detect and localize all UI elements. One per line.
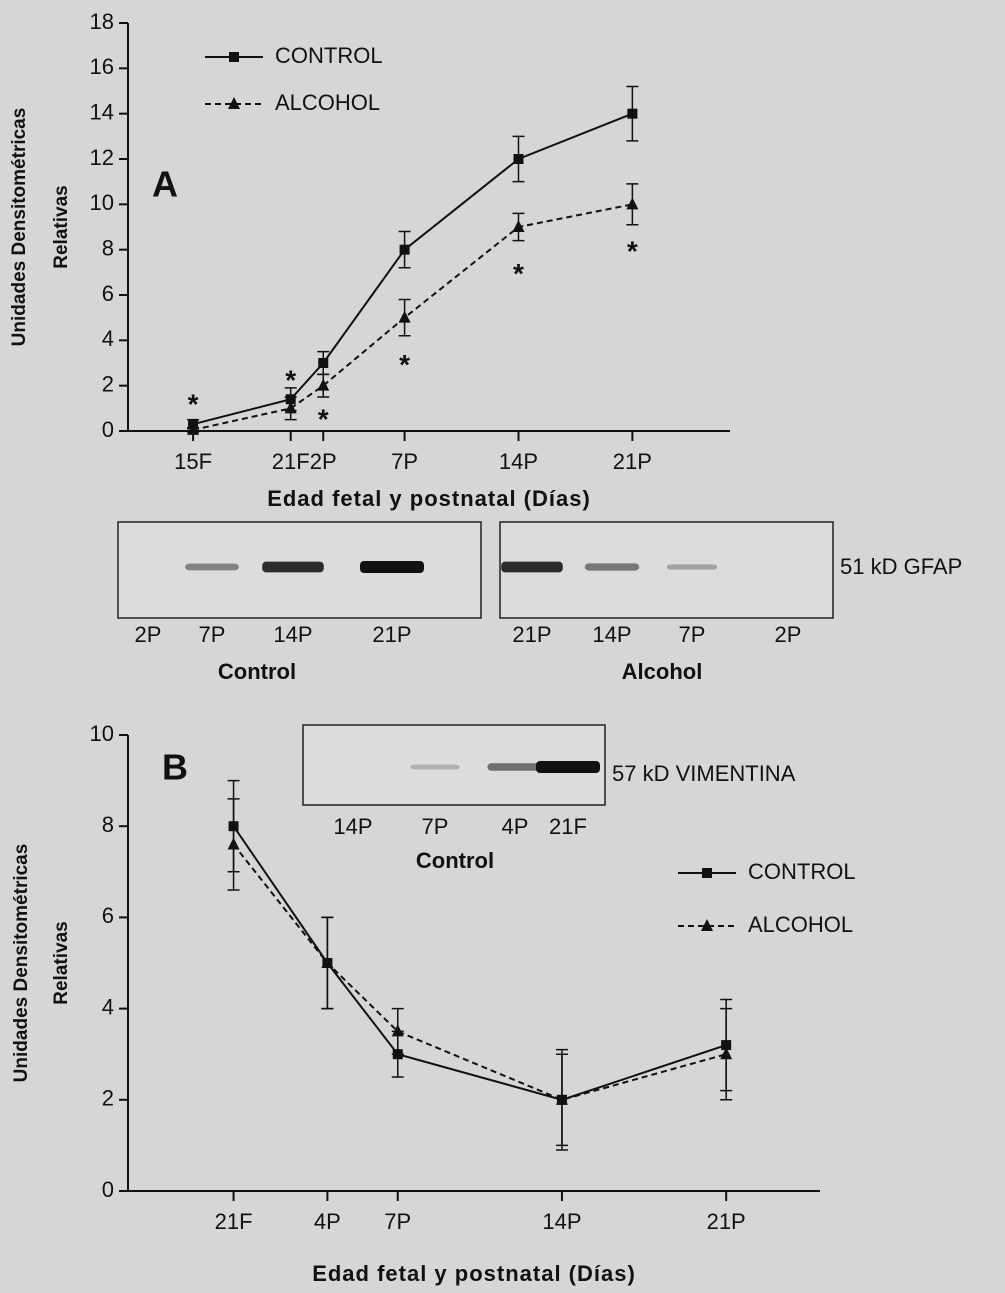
series-line — [234, 844, 727, 1099]
lane-label: 2P — [135, 622, 162, 647]
figure: 02468101214161815F21F2P7P14P21PAEdad fet… — [0, 0, 1005, 1293]
y-tick-label: 2 — [102, 1086, 114, 1111]
lane-label: 7P — [199, 622, 226, 647]
lane-label: 21P — [372, 622, 411, 647]
blot-label: 51 kD GFAP — [840, 554, 962, 579]
marker — [399, 311, 411, 323]
annotation: * — [513, 258, 524, 289]
lane-label: 7P — [422, 814, 449, 839]
annotation: * — [399, 349, 410, 380]
legend-marker — [702, 868, 712, 878]
chart-title: A — [152, 164, 178, 205]
x-tick-label: 7P — [384, 1209, 411, 1234]
marker — [513, 154, 523, 164]
annotation: * — [285, 365, 296, 396]
y-tick-label: 8 — [102, 812, 114, 837]
blot-band — [262, 562, 324, 573]
marker — [400, 245, 410, 255]
marker — [318, 358, 328, 368]
blot-band — [487, 763, 542, 771]
annotation: * — [318, 403, 329, 434]
x-tick-label: 21P — [707, 1209, 746, 1234]
y-tick-label: 14 — [90, 99, 114, 124]
legend-label: CONTROL — [275, 43, 383, 68]
marker — [228, 837, 240, 849]
y-tick-label: 10 — [90, 721, 114, 746]
blot-band — [185, 564, 239, 571]
y-axis-label: Unidades Densitométricas — [11, 844, 32, 1083]
blot-band — [667, 564, 717, 569]
x-axis-label: Edad fetal y postnatal (Días) — [312, 1261, 636, 1286]
marker — [627, 109, 637, 119]
lane-label: 4P — [502, 814, 529, 839]
marker — [626, 197, 638, 209]
x-tick-label: 15F — [174, 449, 212, 474]
series-line — [193, 204, 632, 430]
x-tick-label: 14P — [542, 1209, 581, 1234]
x-tick-label: 21F — [272, 449, 310, 474]
x-tick-label: 21F — [215, 1209, 253, 1234]
group-name: Alcohol — [622, 659, 703, 684]
x-tick-label: 14P — [499, 449, 538, 474]
group-name: Control — [416, 848, 494, 873]
y-tick-label: 2 — [102, 371, 114, 396]
lane-label: 14P — [592, 622, 631, 647]
x-tick-label: 2P — [310, 449, 337, 474]
lane-label: 7P — [679, 622, 706, 647]
y-tick-label: 4 — [102, 994, 114, 1019]
lane-label: 2P — [775, 622, 802, 647]
legend-label: CONTROL — [748, 859, 856, 884]
annotation: * — [627, 236, 638, 267]
y-tick-label: 0 — [102, 417, 114, 442]
y-tick-label: 18 — [90, 9, 114, 34]
chart-title: B — [162, 747, 188, 788]
x-tick-label: 7P — [391, 449, 418, 474]
blot-band — [536, 761, 600, 773]
legend-label: ALCOHOL — [748, 912, 853, 937]
y-tick-label: 4 — [102, 326, 114, 351]
annotation: * — [188, 389, 199, 420]
y-tick-label: 6 — [102, 281, 114, 306]
blot-band — [585, 563, 639, 570]
x-tick-label: 4P — [314, 1209, 341, 1234]
legend-marker — [229, 52, 239, 62]
y-axis-label: Relativas — [51, 185, 72, 268]
y-tick-label: 12 — [90, 145, 114, 170]
x-tick-label: 21P — [613, 449, 652, 474]
blot-band — [410, 765, 459, 770]
y-axis-label: Unidades Densitométricas — [9, 108, 30, 347]
legend-label: ALCOHOL — [275, 90, 380, 115]
lane-label: 14P — [333, 814, 372, 839]
y-tick-label: 0 — [102, 1177, 114, 1202]
marker — [317, 379, 329, 391]
y-tick-label: 10 — [90, 190, 114, 215]
y-tick-label: 16 — [90, 54, 114, 79]
lane-label: 14P — [273, 622, 312, 647]
y-axis-label: Relativas — [51, 921, 72, 1004]
blot-label: 57 kD VIMENTINA — [612, 761, 796, 786]
series-line — [193, 114, 632, 425]
lane-label: 21F — [549, 814, 587, 839]
x-axis-label: Edad fetal y postnatal (Días) — [267, 486, 591, 511]
blot-band — [501, 562, 563, 573]
blot-band — [360, 561, 424, 573]
y-tick-label: 8 — [102, 235, 114, 260]
y-tick-label: 6 — [102, 903, 114, 928]
group-name: Control — [218, 659, 296, 684]
lane-label: 21P — [512, 622, 551, 647]
